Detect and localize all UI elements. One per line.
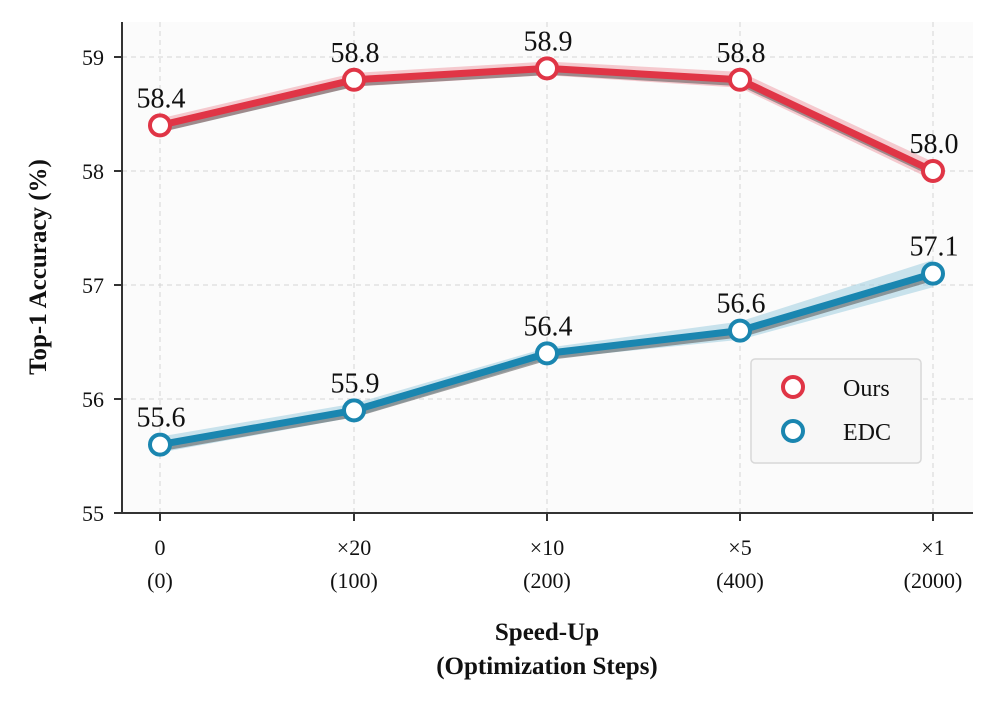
- y-tick-label: 58: [82, 159, 104, 184]
- edc-data-label: 55.9: [331, 368, 380, 399]
- ours-point: [148, 113, 172, 138]
- x-tick-label: ×10: [530, 535, 564, 560]
- edc-data-label: 56.4: [524, 311, 573, 342]
- ours-data-label: 58.8: [717, 38, 766, 69]
- edc-data-label: 55.6: [137, 403, 186, 434]
- ours-point: [921, 159, 945, 183]
- x-axis-title-line2: (Optimization Steps): [436, 653, 658, 680]
- axis-ticks: 55 56 57 58 59 0 (0) ×20 (100) ×10 (200) ×5 (400) ×1 (…: [82, 45, 962, 593]
- y-tick-label: 55: [82, 501, 104, 526]
- x-tick-label-steps: (100): [330, 568, 378, 593]
- ours-point: [342, 67, 366, 92]
- ours-data-label: 58.4: [137, 83, 186, 114]
- data-labels: 58.4 58.8 58.9 58.8 58.0 55.6 55.9 56.4 56.6 57.1: [137, 26, 959, 433]
- x-tick-label: 0: [155, 535, 166, 560]
- edc-point: [148, 432, 172, 457]
- x-axis-title-line1: Speed-Up: [495, 619, 599, 646]
- edc-point: [728, 318, 752, 343]
- legend-marker-edc: [781, 419, 805, 443]
- x-tick-label-steps: (200): [523, 568, 571, 593]
- legend-label-edc: EDC: [843, 420, 891, 446]
- edc-point: [535, 341, 559, 366]
- legend-marker-ours: [781, 375, 805, 399]
- series-markers: [148, 56, 945, 457]
- y-tick-label: 59: [82, 45, 104, 70]
- legend-label-ours: Ours: [843, 376, 890, 402]
- y-tick-label: 56: [82, 387, 104, 412]
- x-tick-label-steps: (400): [716, 568, 764, 593]
- x-tick-label-steps: (2000): [904, 568, 963, 593]
- y-axis-title: Top-1 Accuracy (%): [25, 159, 52, 375]
- legend-box: [750, 358, 922, 464]
- x-tick-label-steps: (0): [147, 568, 173, 593]
- ours-data-label: 58.9: [524, 26, 573, 57]
- ours-data-label: 58.0: [910, 129, 959, 160]
- x-tick-label: ×5: [728, 535, 751, 560]
- x-tick-label: ×20: [337, 535, 371, 560]
- x-tick-label: ×1: [921, 535, 944, 560]
- legend: Ours EDC: [750, 358, 922, 464]
- ours-data-label: 58.8: [331, 38, 380, 69]
- edc-point: [921, 261, 945, 286]
- edc-point: [342, 398, 366, 423]
- y-tick-label: 57: [82, 273, 104, 298]
- ours-point: [728, 67, 752, 92]
- edc-data-label: 57.1: [910, 232, 959, 263]
- edc-data-label: 56.6: [717, 289, 766, 320]
- ours-point: [535, 56, 559, 81]
